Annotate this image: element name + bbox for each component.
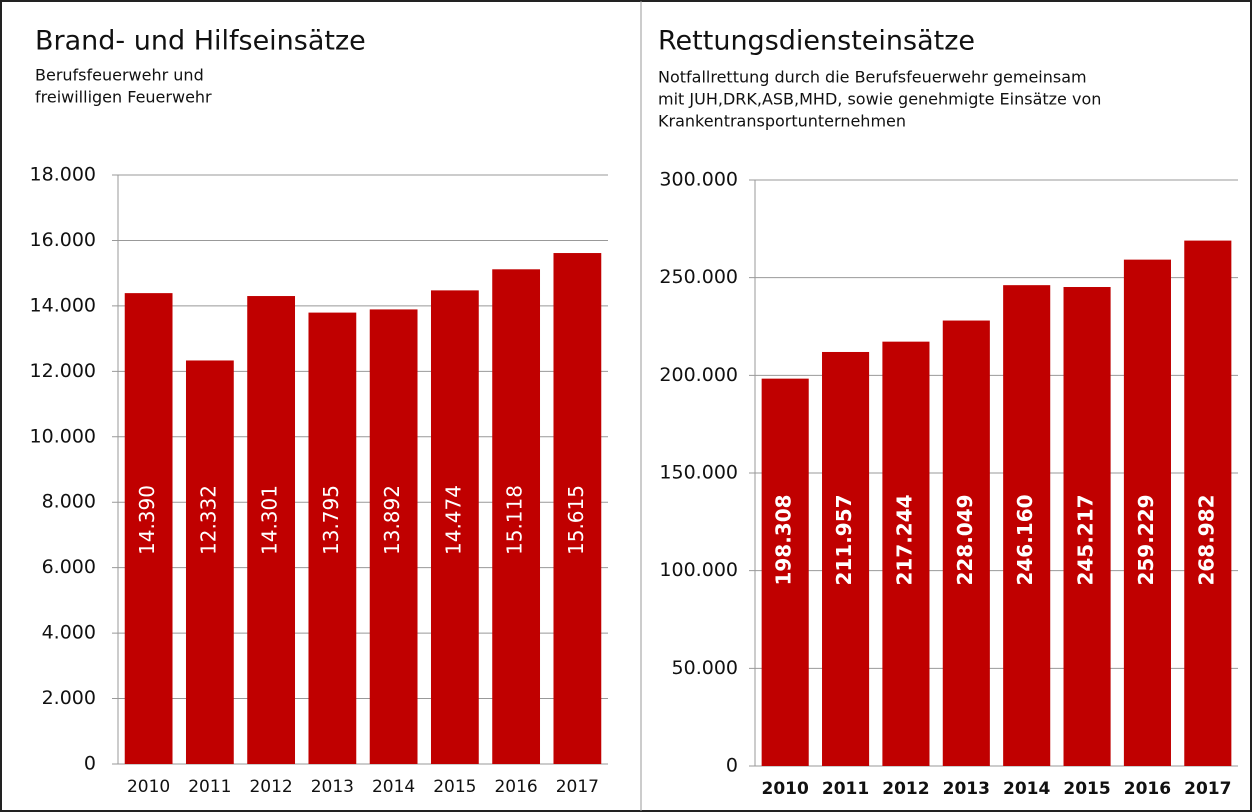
y-tick-label: 300.000 [659,169,738,191]
chart-subtitle: Krankentransportunternehmen [658,112,906,131]
x-tick-label: 2012 [249,777,292,797]
y-tick-label: 200.000 [659,364,738,386]
y-tick-label: 12.000 [30,360,96,382]
bar [942,320,990,766]
value-label: 268.982 [1194,494,1218,585]
y-tick-label: 6.000 [42,556,96,578]
x-tick-label: 2011 [188,777,231,797]
bar [882,341,930,766]
value-label: 15.615 [564,485,588,555]
bar [1063,287,1111,766]
chart-subtitle: Notfallrettung durch die Berufsfeuerwehr… [658,68,1087,87]
x-tick-label: 2016 [1124,779,1171,799]
x-tick-label: 2017 [556,777,599,797]
y-tick-label: 16.000 [30,229,96,251]
y-tick-label: 2.000 [42,687,96,709]
value-label: 14.390 [135,485,159,555]
y-tick-label: 4.000 [42,622,96,644]
x-tick-label: 2016 [494,777,537,797]
bar [247,296,296,764]
y-tick-label: 250.000 [659,266,738,288]
value-label: 228.049 [953,494,977,585]
bar [1184,240,1232,766]
bar [553,253,602,765]
value-label: 198.308 [772,494,796,585]
x-tick-label: 2013 [943,779,990,799]
value-label: 211.957 [832,494,856,585]
y-tick-label: 150.000 [659,462,738,484]
x-tick-label: 2010 [762,779,809,799]
x-tick-label: 2013 [311,777,354,797]
value-label: 259.229 [1134,494,1158,585]
bar [430,290,479,764]
value-label: 246.160 [1013,494,1037,585]
y-tick-label: 10.000 [30,425,96,447]
value-label: 245.217 [1074,494,1098,585]
y-tick-label: 0 [726,755,738,777]
bar [1123,259,1171,766]
y-tick-label: 100.000 [659,559,738,581]
y-tick-label: 8.000 [42,491,96,513]
x-tick-label: 2015 [433,777,476,797]
bar [369,309,418,764]
chart-subtitle: Berufsfeuerwehr und [35,66,204,85]
bar [185,360,234,764]
x-tick-label: 2014 [1003,779,1050,799]
y-tick-label: 14.000 [30,294,96,316]
y-tick-label: 50.000 [672,657,738,679]
bar [308,312,357,764]
x-tick-label: 2017 [1184,779,1231,799]
bar [1003,285,1051,766]
chart-title: Rettungsdiensteinsätze [658,26,975,57]
value-label: 13.892 [380,485,404,555]
x-tick-label: 2014 [372,777,415,797]
chart-subtitle: freiwilligen Feuerwehr [35,88,212,107]
y-tick-label: 18.000 [30,164,96,186]
bar [124,293,173,764]
chart-title: Brand- und Hilfseinsätze [35,26,366,57]
chart-subtitle: mit JUH,DRK,ASB,MHD, sowie genehmigte Ei… [658,90,1101,109]
value-label: 12.332 [196,485,220,555]
bar [822,351,870,766]
x-tick-label: 2011 [822,779,869,799]
value-label: 217.244 [892,494,916,585]
value-label: 14.301 [258,485,282,555]
value-label: 15.118 [503,485,527,555]
bar [492,269,541,764]
x-tick-label: 2015 [1063,779,1110,799]
value-label: 14.474 [441,485,465,555]
x-tick-label: 2010 [127,777,170,797]
x-tick-label: 2012 [882,779,929,799]
bar [761,378,809,766]
y-tick-label: 0 [84,753,96,775]
value-label: 13.795 [319,485,343,555]
